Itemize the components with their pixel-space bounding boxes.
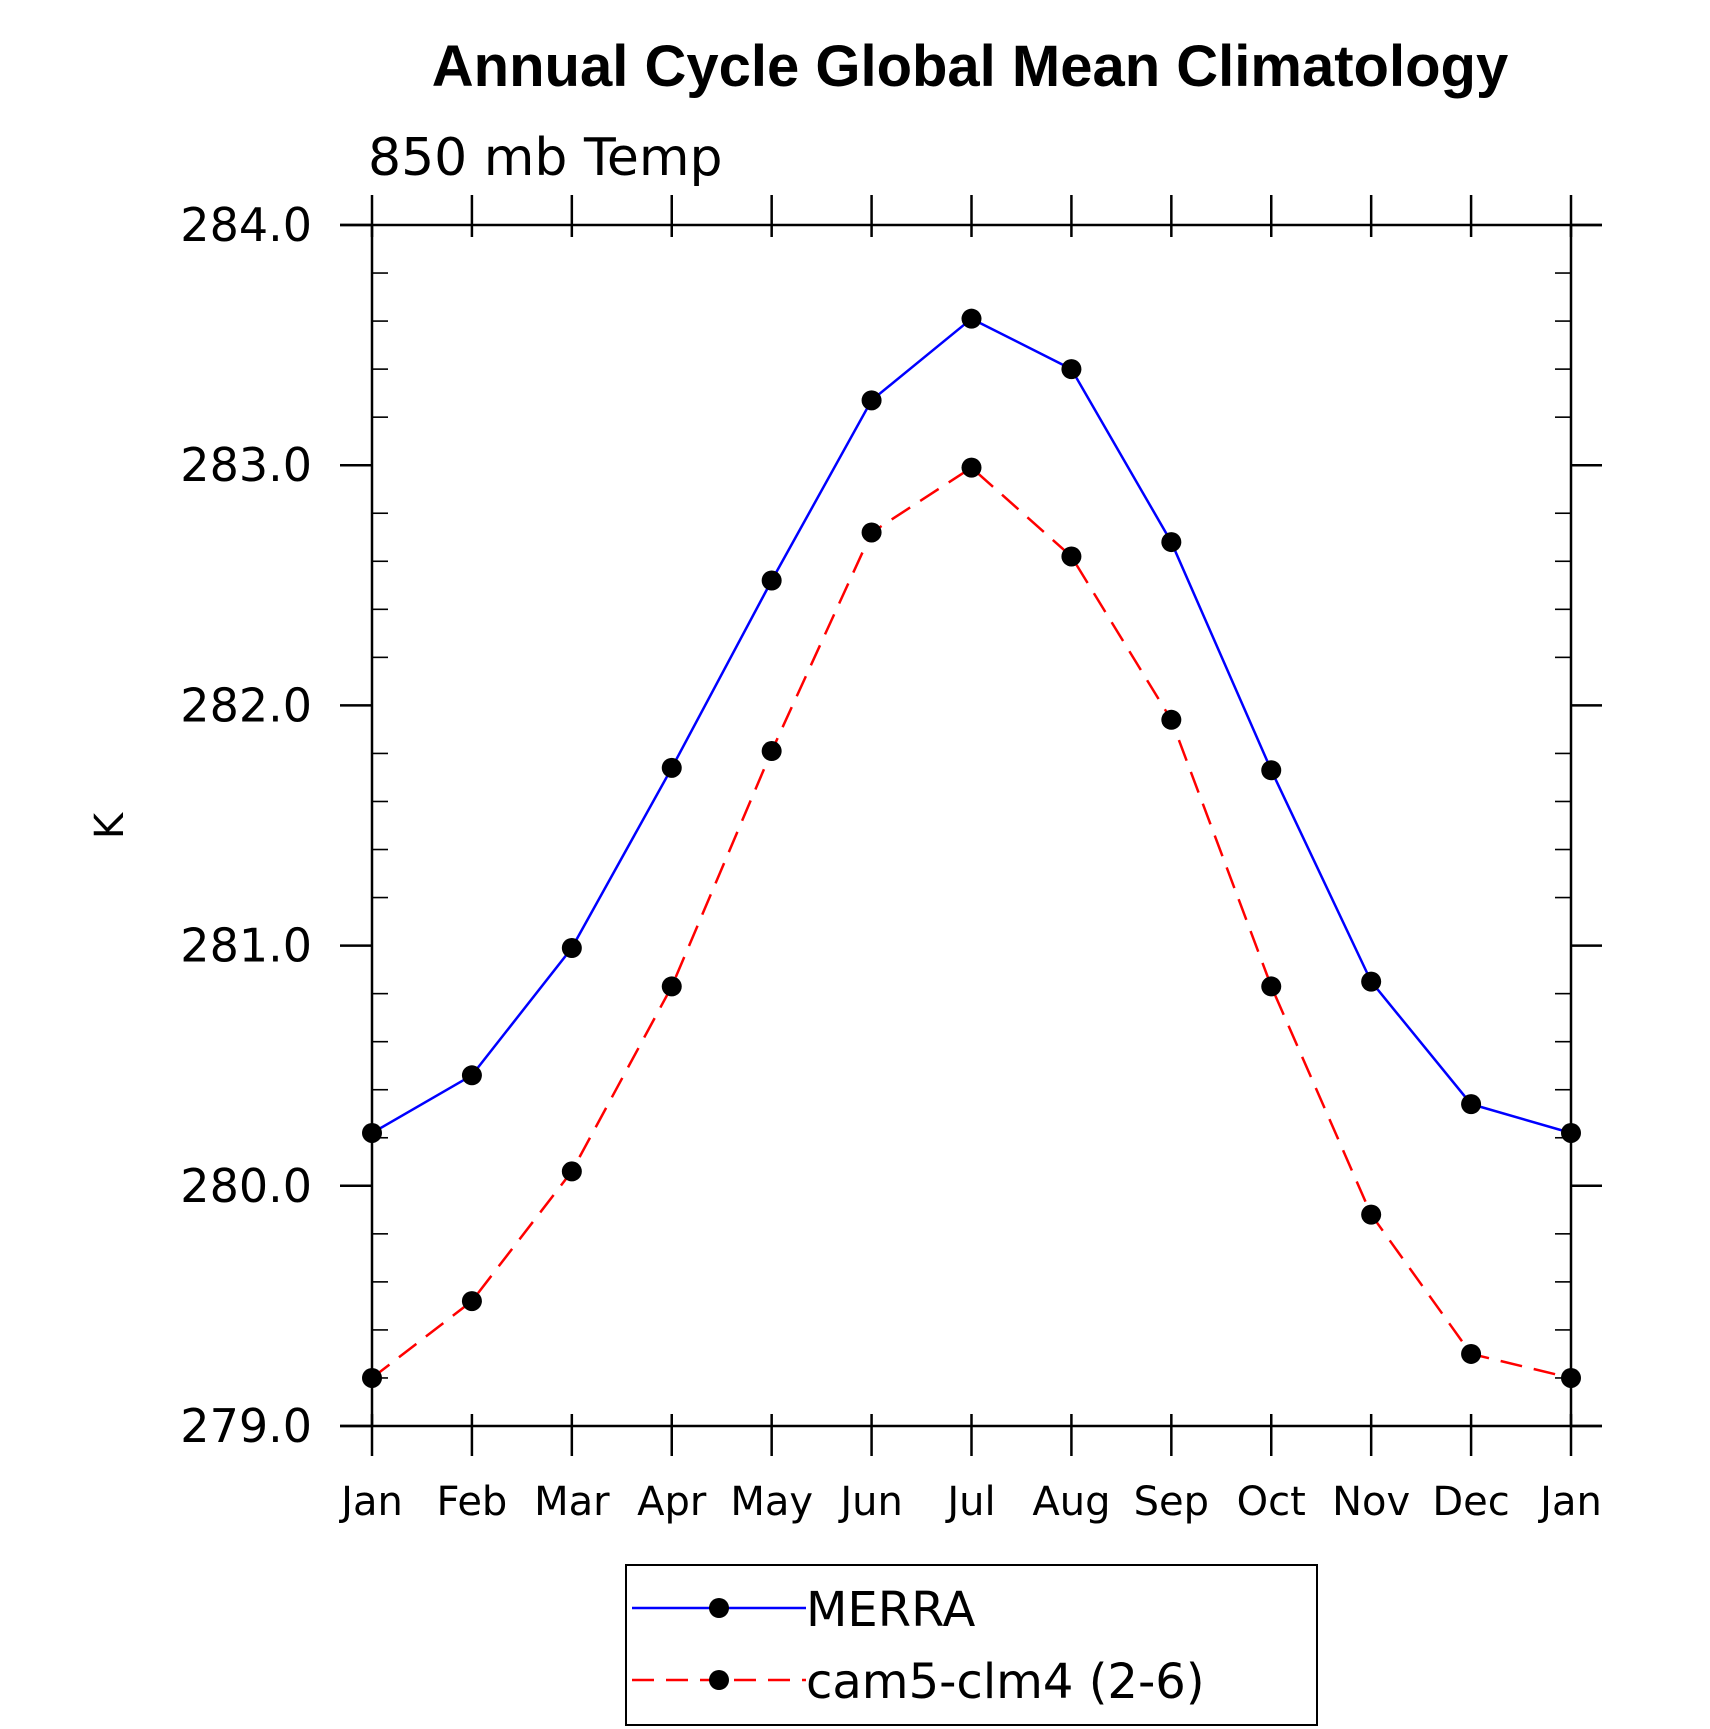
x-tick-label: Apr [637, 1479, 707, 1525]
data-point-merra [1261, 760, 1282, 781]
data-point-cam5-clm4-2-6 [861, 522, 882, 543]
data-point-cam5-clm4-2-6 [561, 1161, 582, 1182]
data-point-cam5-clm4-2-6 [1361, 1204, 1382, 1225]
y-tick-label: 283.0 [180, 438, 312, 492]
x-tick-label: Jun [837, 1479, 903, 1525]
y-tick-label: 282.0 [180, 678, 312, 732]
series-layer [362, 308, 1581, 1388]
x-tick-label: Nov [1332, 1479, 1410, 1525]
data-point-merra [1161, 532, 1182, 553]
data-point-merra [1361, 971, 1382, 992]
data-point-cam5-clm4-2-6 [1461, 1343, 1482, 1364]
data-point-cam5-clm4-2-6 [362, 1367, 382, 1388]
data-point-merra [661, 757, 682, 778]
data-point-merra [461, 1065, 482, 1086]
data-point-merra [561, 938, 582, 959]
x-tick-label: May [730, 1479, 813, 1525]
data-point-merra [861, 390, 882, 411]
data-point-merra [1561, 1122, 1581, 1143]
x-tick-label: Dec [1432, 1479, 1509, 1525]
x-tick-label: Feb [437, 1479, 508, 1525]
data-point-merra [362, 1122, 382, 1143]
legend-marker-merra [709, 1598, 729, 1618]
y-tick-label: 281.0 [180, 919, 312, 973]
chart-title: Annual Cycle Global Mean Climatology [432, 34, 1508, 99]
data-point-cam5-clm4-2-6 [761, 741, 782, 762]
data-point-cam5-clm4-2-6 [1061, 546, 1082, 567]
legend-marker-cam5 [709, 1670, 729, 1690]
legend-box [625, 1564, 1318, 1726]
x-tick-label: Jul [944, 1479, 995, 1525]
x-tick-labels: Jan Feb Mar Apr May Jun Jul Aug Sep Oct Nov Dec Jan [338, 1479, 1602, 1525]
data-point-merra [961, 308, 982, 329]
x-tick-label: Mar [534, 1479, 610, 1525]
y-axis-label: K [87, 811, 133, 839]
y-tick-label: 280.0 [180, 1159, 312, 1213]
y-tick-labels: 279.0 280.0 281.0 282.0 283.0 284.0 [180, 198, 312, 1453]
data-point-cam5-clm4-2-6 [1261, 976, 1282, 997]
data-point-merra [761, 570, 782, 591]
data-point-cam5-clm4-2-6 [661, 976, 682, 997]
x-tick-label: Jan [1537, 1479, 1602, 1525]
data-point-merra [1461, 1094, 1482, 1115]
legend: MERRA cam5-clm4 (2-6) [625, 1564, 1318, 1726]
x-tick-label: Jan [338, 1479, 403, 1525]
data-point-cam5-clm4-2-6 [461, 1291, 482, 1312]
x-tick-label: Sep [1134, 1479, 1209, 1525]
data-point-cam5-clm4-2-6 [961, 457, 982, 478]
data-point-cam5-clm4-2-6 [1561, 1367, 1581, 1388]
data-point-merra [1061, 359, 1082, 380]
legend-label-cam5: cam5-clm4 (2-6) [806, 1654, 1205, 1710]
data-point-cam5-clm4-2-6 [1161, 709, 1182, 730]
legend-label-merra: MERRA [806, 1582, 976, 1638]
y-tick-label: 284.0 [180, 198, 312, 252]
axis-ticks [340, 195, 1602, 1456]
x-tick-label: Aug [1032, 1479, 1110, 1525]
y-tick-label: 279.0 [180, 1399, 312, 1453]
chart-subtitle: 850 mb Temp [368, 128, 723, 188]
x-tick-label: Oct [1237, 1479, 1306, 1525]
